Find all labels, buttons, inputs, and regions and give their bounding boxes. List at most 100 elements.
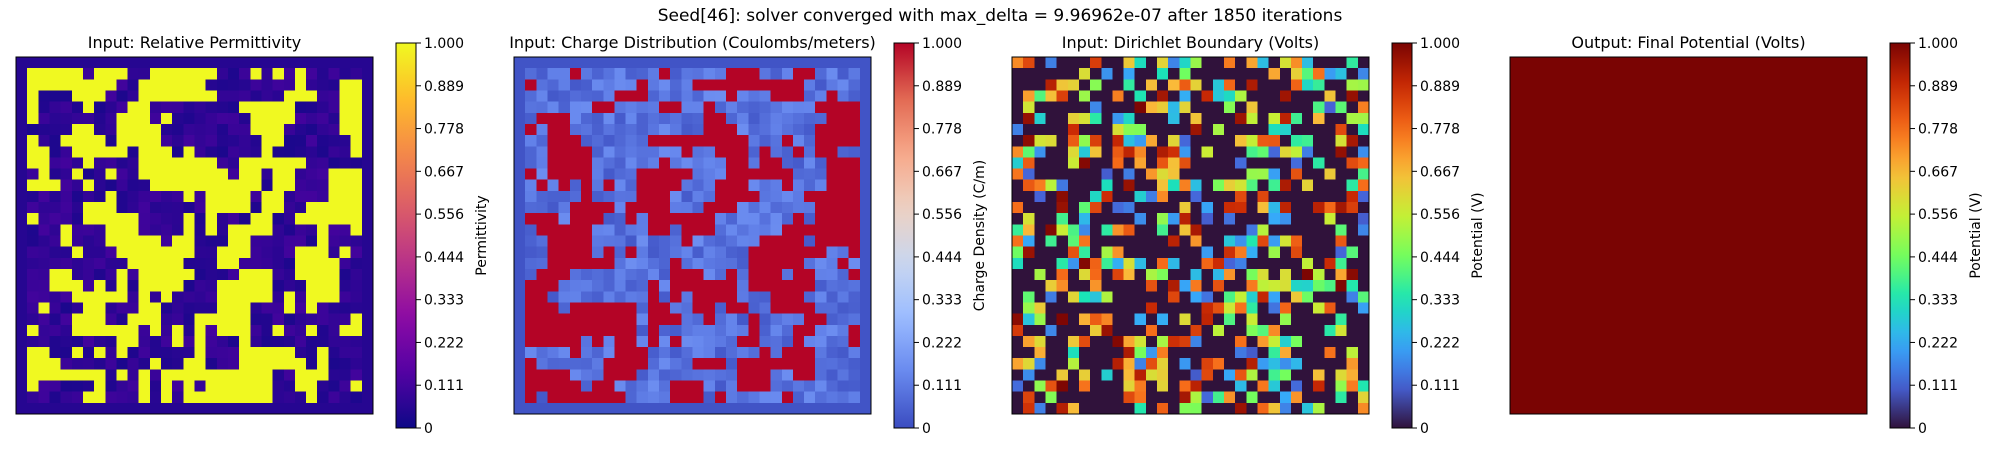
heatmap-cell: [294, 235, 307, 248]
heatmap-cell: [569, 257, 582, 270]
heatmap-cell: [848, 68, 861, 80]
heatmap-cell: [250, 347, 262, 359]
heatmap-cell: [227, 202, 240, 214]
heatmap-cell: [1246, 90, 1258, 103]
heatmap-cell: [1235, 257, 1247, 270]
heatmap-cell: [580, 324, 593, 337]
heatmap-cell: [547, 257, 560, 270]
heatmap-cell: [361, 347, 374, 359]
heatmap-cell: [647, 335, 660, 348]
heatmap-cell: [1201, 235, 1214, 248]
heatmap-cell: [759, 90, 771, 103]
heatmap-cell: [692, 90, 705, 103]
heatmap-cell: [636, 246, 649, 259]
heatmap-cell: [227, 402, 240, 415]
heatmap-cell: [659, 280, 671, 292]
heatmap-cell: [216, 90, 229, 103]
heatmap-cell: [350, 313, 363, 326]
heatmap-cell: [239, 291, 251, 303]
heatmap-cell: [239, 257, 251, 270]
heatmap-cell: [205, 57, 218, 69]
heatmap-cell: [1302, 313, 1314, 326]
heatmap-cell: [714, 302, 727, 314]
heatmap-cell: [636, 335, 649, 348]
heatmap-cell: [194, 369, 207, 381]
heatmap-cell: [294, 68, 307, 80]
heatmap-cell: [71, 112, 84, 125]
heatmap-cell: [569, 135, 582, 147]
heatmap-cell: [1168, 213, 1180, 225]
heatmap-cell: [1090, 146, 1102, 158]
panel-3-frame: [1011, 56, 1370, 415]
heatmap-cell: [1034, 68, 1046, 80]
heatmap-cell: [614, 68, 626, 80]
heatmap-cell: [250, 135, 262, 147]
heatmap-cell: [636, 291, 649, 303]
heatmap-cell: [1067, 202, 1080, 214]
heatmap-cell: [1112, 202, 1124, 214]
heatmap-cell: [1168, 347, 1180, 359]
heatmap-cell: [837, 402, 850, 415]
heatmap-cell: [525, 112, 537, 125]
heatmap-cell: [1246, 268, 1258, 281]
heatmap-cell: [725, 402, 738, 415]
heatmap-cell: [283, 302, 296, 314]
heatmap-cell: [837, 68, 850, 80]
heatmap-cell: [183, 280, 195, 292]
heatmap-cell: [525, 224, 537, 236]
heatmap-cell: [536, 313, 548, 326]
heatmap-cell: [670, 57, 682, 69]
heatmap-cell: [1168, 335, 1180, 348]
heatmap-cell: [1302, 68, 1314, 80]
heatmap-cell: [205, 257, 218, 270]
heatmap-cell: [1346, 302, 1359, 314]
heatmap-cell: [94, 68, 106, 80]
heatmap-cell: [1179, 291, 1191, 303]
heatmap-cell: [1012, 291, 1024, 303]
heatmap-cell: [1056, 257, 1069, 270]
heatmap-cell: [1123, 135, 1136, 147]
heatmap-cell: [1313, 135, 1325, 147]
heatmap-cell: [1134, 213, 1147, 225]
heatmap-cell: [1335, 391, 1348, 404]
heatmap-cell: [1212, 335, 1225, 348]
heatmap-cell: [183, 112, 195, 125]
heatmap-cell: [1067, 146, 1080, 158]
heatmap-cell: [127, 79, 140, 91]
heatmap-cell: [1023, 90, 1035, 103]
heatmap-cell: [1223, 202, 1236, 214]
heatmap-cell: [138, 79, 151, 91]
heatmap-cell: [361, 146, 374, 158]
heatmap-cell: [1190, 79, 1203, 91]
heatmap-cell: [1067, 369, 1080, 381]
heatmap-cell: [1212, 79, 1225, 91]
heatmap-cell: [536, 123, 548, 136]
heatmap-cell: [1012, 101, 1024, 114]
heatmap-cell: [592, 101, 604, 114]
heatmap-cell: [625, 302, 638, 314]
heatmap-cell: [183, 157, 195, 169]
heatmap-cell: [569, 179, 582, 192]
heatmap-cell: [205, 157, 218, 169]
heatmap-cell: [27, 90, 39, 103]
heatmap-cell: [1145, 202, 1158, 214]
heatmap-cell: [592, 335, 604, 348]
heatmap-cell: [294, 358, 307, 370]
heatmap-cell: [1123, 369, 1136, 381]
heatmap-cell: [1012, 68, 1024, 80]
heatmap-cell: [536, 146, 548, 158]
heatmap-cell: [149, 213, 162, 225]
heatmap-cell: [703, 324, 716, 337]
heatmap-cell: [1012, 57, 1024, 69]
heatmap-cell: [294, 347, 307, 359]
heatmap-cell: [681, 324, 693, 337]
heatmap-cell: [1123, 157, 1136, 169]
heatmap-cell: [703, 268, 716, 281]
heatmap-cell: [317, 123, 329, 136]
heatmap-cell: [547, 380, 560, 393]
heatmap-cell: [261, 347, 273, 359]
heatmap-cell: [138, 335, 151, 348]
heatmap-cell: [1324, 291, 1336, 303]
heatmap-cell: [1324, 146, 1336, 158]
heatmap-cell: [737, 179, 749, 192]
